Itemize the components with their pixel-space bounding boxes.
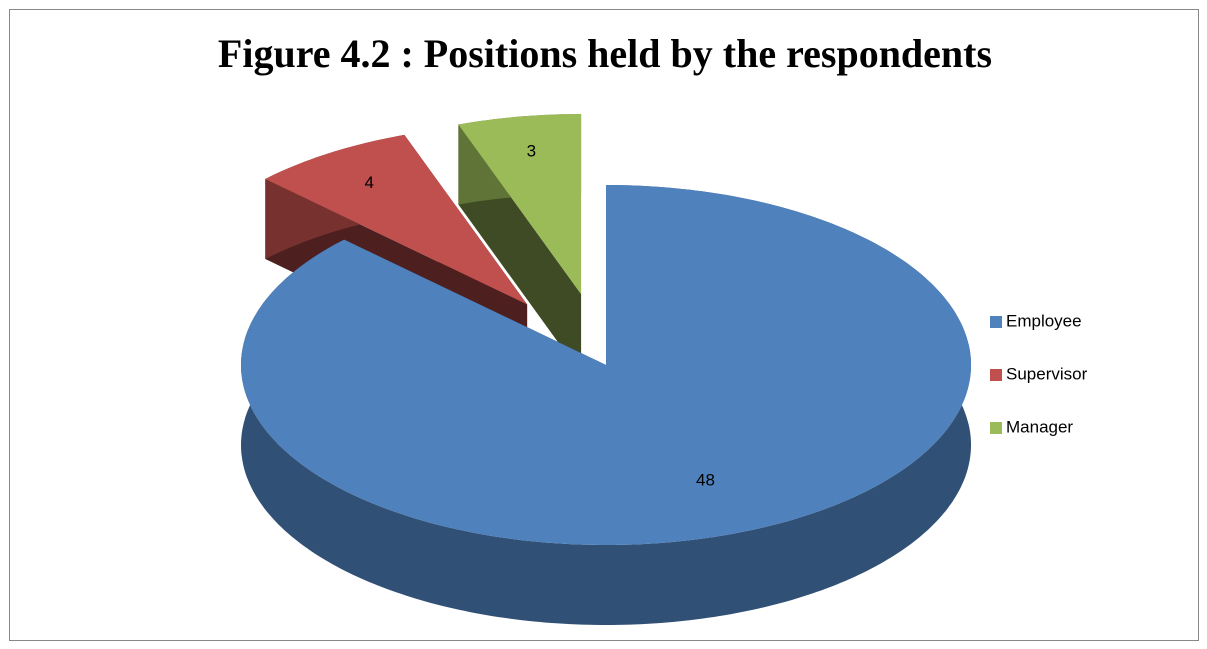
legend-label: Manager (1006, 417, 1073, 436)
legend-label: Supervisor (1006, 364, 1088, 383)
slice (458, 114, 582, 295)
legend-swatch (990, 422, 1002, 434)
data-label: 4 (364, 173, 373, 192)
legend-label: Employee (1006, 311, 1082, 330)
chart-title: Figure 4.2 : Positions held by the respo… (218, 31, 992, 76)
slice (241, 185, 971, 545)
data-label: 48 (696, 471, 715, 490)
legend-swatch (990, 316, 1002, 328)
slice (265, 134, 528, 305)
data-label: 3 (527, 142, 536, 161)
legend-swatch (990, 369, 1002, 381)
